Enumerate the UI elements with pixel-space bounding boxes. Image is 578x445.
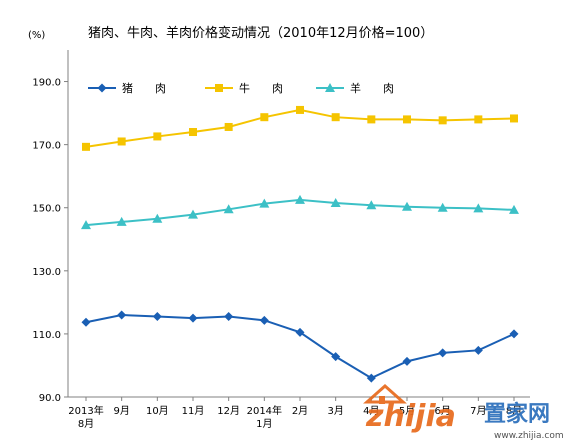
- x-tick-label: 10月: [146, 405, 169, 417]
- data-point: [402, 201, 412, 211]
- x-tick-label: 8月: [506, 405, 522, 417]
- data-point: [116, 216, 127, 226]
- watermark: zhijia 置家网 www.zhijia.com: [363, 383, 564, 441]
- data-point: [189, 128, 197, 137]
- watermark-brand-latin: zhijia: [365, 399, 456, 434]
- data-point: [403, 115, 411, 124]
- watermark-house-icon: [363, 383, 407, 404]
- data-point: [366, 373, 376, 383]
- unit-label: (%): [28, 30, 45, 41]
- data-point: [295, 194, 305, 204]
- legend-label: 羊 肉: [350, 81, 394, 95]
- data-point: [509, 204, 519, 214]
- legend-marker: [97, 83, 107, 93]
- legend: 猪 肉牛 肉羊 肉: [88, 81, 394, 95]
- data-point: [260, 113, 269, 122]
- y-tick-label: 190.0: [32, 78, 61, 89]
- legend-marker: [215, 84, 223, 92]
- data-point: [331, 113, 340, 122]
- x-tick-label: 2月: [292, 405, 308, 417]
- data-point: [473, 203, 484, 213]
- series-1: [81, 310, 519, 383]
- x-tick-label: 7月: [470, 405, 486, 417]
- x-tick-label: 6月: [434, 405, 450, 417]
- data-point: [367, 115, 376, 124]
- series-line: [85, 313, 515, 380]
- data-point: [473, 345, 483, 355]
- x-tick-label: 4月: [363, 405, 379, 417]
- data-point: [510, 114, 518, 123]
- data-point: [117, 310, 127, 320]
- series-2: [82, 105, 518, 151]
- x-tick-label: 12月: [217, 405, 240, 417]
- legend-item: 牛 肉: [205, 81, 283, 95]
- series-line: [85, 108, 515, 148]
- x-tick-labels: 2013年 8月 9月 10月 11月 12月 2014年 1月 2月 3月 4月 5月 6月 7月 8月: [68, 397, 522, 430]
- data-point: [259, 198, 270, 208]
- data-point: [117, 137, 126, 146]
- x-tick-label: 9月: [113, 405, 129, 417]
- data-point: [223, 204, 234, 214]
- data-point: [438, 116, 447, 125]
- data-point: [82, 142, 90, 151]
- x-tick-label: 11月: [182, 405, 205, 417]
- data-point: [366, 200, 377, 210]
- data-point: [81, 220, 91, 230]
- data-point: [474, 115, 483, 124]
- data-point: [438, 348, 448, 358]
- data-point: [224, 122, 233, 131]
- data-point: [437, 202, 448, 212]
- data-point: [152, 213, 163, 223]
- x-tick-label: 3月: [327, 405, 343, 417]
- data-point: [224, 312, 234, 322]
- data-point: [402, 356, 412, 366]
- y-tick-label: 90.0: [39, 393, 61, 404]
- series-3: [81, 194, 519, 230]
- legend-marker: [325, 83, 335, 92]
- axes: [67, 50, 530, 398]
- x-tick-label: 5月: [399, 405, 415, 417]
- data-point: [331, 352, 341, 362]
- legend-item: 猪 肉: [88, 82, 166, 95]
- data-point: [296, 105, 304, 114]
- data-point: [509, 329, 519, 339]
- data-point: [81, 317, 91, 327]
- y-tick-labels: 90.0 110.0 130.0 150.0 170.0 190.0: [32, 78, 68, 404]
- chart-title: 猪肉、牛肉、羊肉价格变动情况（2010年12月价格=100）: [88, 25, 433, 41]
- data-point: [188, 209, 198, 219]
- data-point: [188, 313, 198, 323]
- y-tick-label: 130.0: [32, 267, 61, 278]
- data-point: [330, 197, 341, 207]
- legend-label: 牛 肉: [239, 81, 283, 95]
- data-point: [152, 312, 162, 322]
- data-point: [259, 315, 269, 325]
- legend-label: 猪 肉: [122, 82, 166, 95]
- x-tick-label: 2014年 1月: [247, 404, 282, 430]
- y-tick-label: 150.0: [32, 204, 61, 215]
- legend-item: 羊 肉: [316, 81, 394, 95]
- y-tick-label: 170.0: [32, 141, 61, 152]
- watermark-url: www.zhijia.com: [494, 431, 564, 441]
- y-tick-label: 110.0: [32, 330, 61, 341]
- data-point: [295, 327, 305, 337]
- x-tick-label: 2013年 8月: [68, 404, 103, 430]
- watermark-brand-cn: 置家网: [484, 401, 550, 427]
- series-layer: [81, 105, 519, 383]
- data-point: [153, 132, 162, 141]
